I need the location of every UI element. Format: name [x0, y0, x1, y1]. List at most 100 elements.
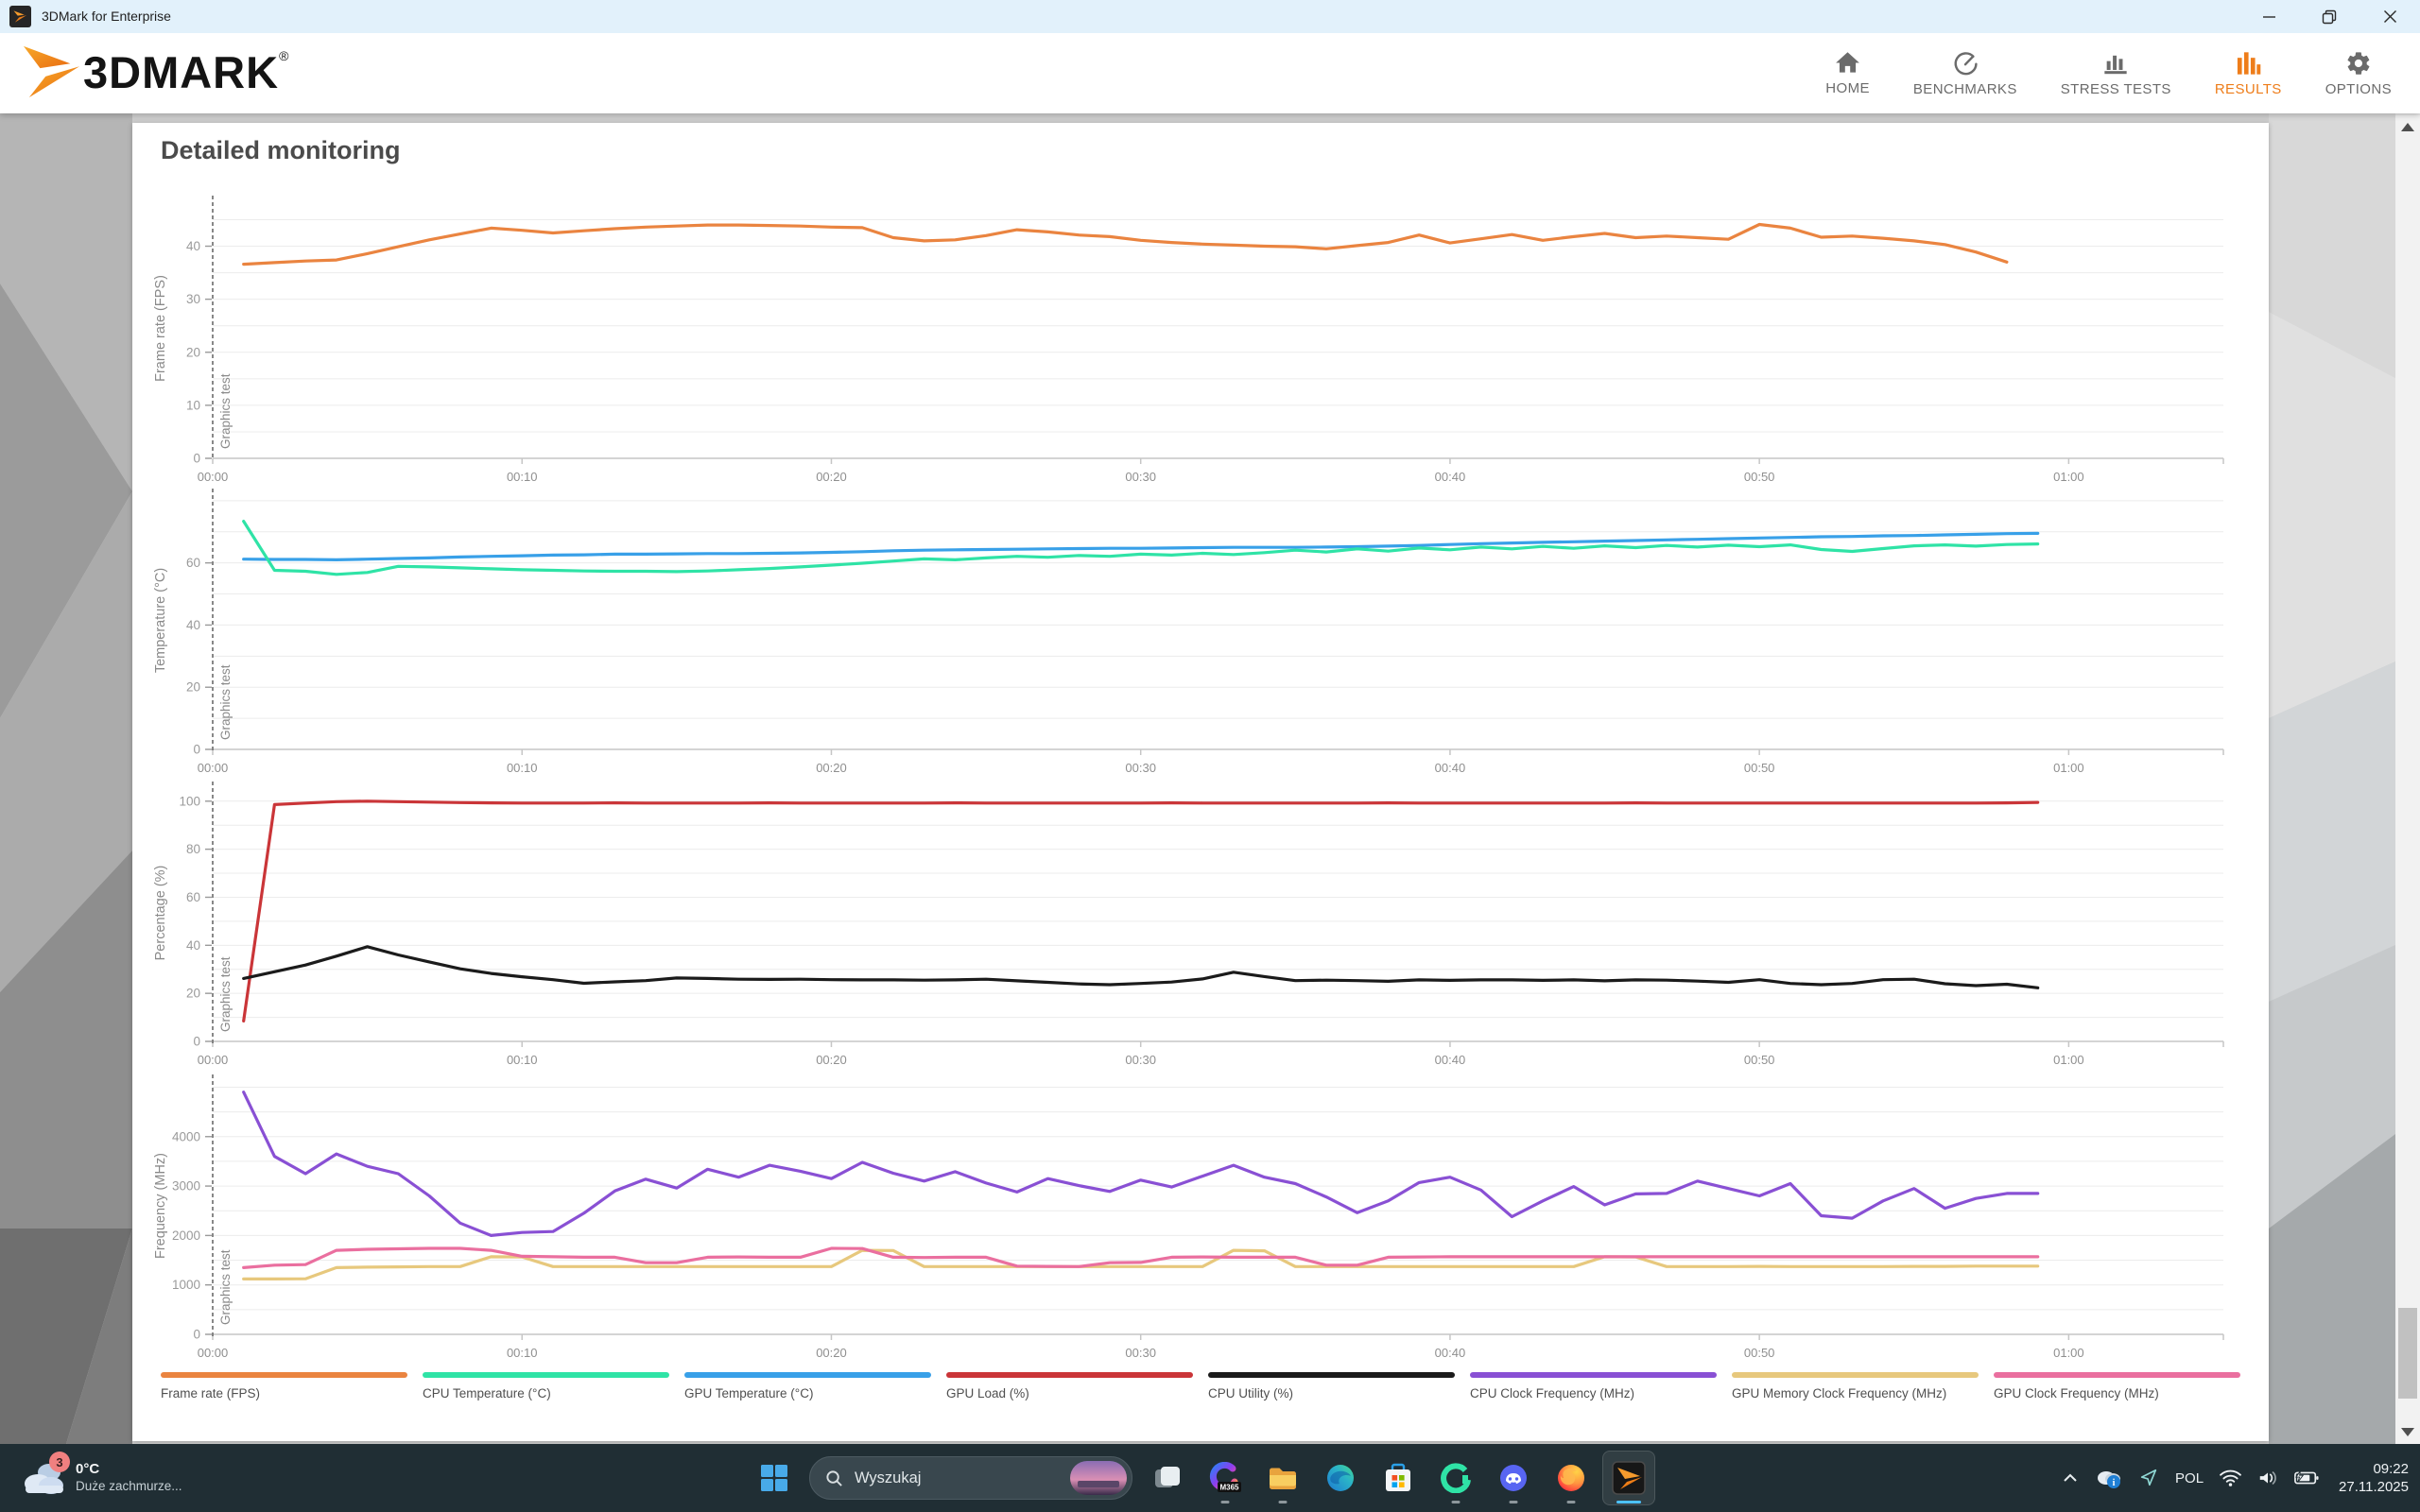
scroll-up-arrow-icon[interactable]: [2401, 123, 2414, 131]
home-icon: [1836, 52, 1859, 73]
3dmark-arrow-icon: [23, 45, 80, 98]
legend-item: GPU Load (%): [946, 1372, 1193, 1400]
bing-daily-image[interactable]: [1070, 1461, 1127, 1495]
close-button[interactable]: [2360, 0, 2420, 33]
copilot-m365-button[interactable]: M365: [1202, 1448, 1248, 1508]
restore-button[interactable]: [2299, 0, 2360, 33]
firefox-icon: [1558, 1465, 1584, 1491]
svg-text:00:00: 00:00: [198, 761, 229, 775]
legend-swatch: [1994, 1372, 2240, 1378]
svg-text:Frequency (MHz): Frequency (MHz): [153, 1153, 168, 1259]
svg-text:0: 0: [193, 1035, 200, 1049]
nav-benchmarks[interactable]: BENCHMARKS: [1913, 50, 2017, 97]
system-tray: i POL 09:22 27.11.2025: [2063, 1444, 2409, 1512]
running-indicator: [1566, 1501, 1576, 1503]
svg-text:40: 40: [186, 618, 200, 632]
legend-swatch: [161, 1372, 407, 1378]
app-header: 3DMARK ® HOME BENCHMARKS STRESS TESTS: [0, 33, 2420, 113]
3dmark-arrow-icon: [13, 10, 27, 23]
g-logo-icon: [1441, 1463, 1471, 1493]
vertical-scrollbar[interactable]: [2395, 115, 2420, 1444]
tray-date: 27.11.2025: [2339, 1479, 2409, 1495]
registered-mark: ®: [279, 48, 289, 63]
location-arrow-icon[interactable]: [2138, 1468, 2159, 1488]
scrollbar-thumb[interactable]: [2398, 1308, 2417, 1399]
edge-button[interactable]: [1318, 1448, 1363, 1508]
search-box[interactable]: Wyszukaj: [809, 1456, 1132, 1500]
svg-text:40: 40: [186, 938, 200, 953]
microsoft-store-icon: [1386, 1463, 1410, 1491]
brand-wordmark: 3DMARK: [83, 47, 280, 97]
window-titlebar: 3DMark for Enterprise: [0, 0, 2420, 33]
legend-item: Frame rate (FPS): [161, 1372, 407, 1400]
svg-text:20: 20: [186, 345, 200, 359]
svg-text:00:30: 00:30: [1125, 470, 1156, 484]
svg-text:00:10: 00:10: [507, 470, 538, 484]
windows-taskbar: 3 0°C Duże zachmurze... Wyszukaj: [0, 1444, 2420, 1512]
onedrive-icon[interactable]: i: [2094, 1467, 2122, 1489]
legend-item: CPU Temperature (°C): [423, 1372, 669, 1400]
svg-text:00:40: 00:40: [1435, 470, 1466, 484]
taskbar-center: Wyszukaj M365: [752, 1444, 1655, 1512]
svg-text:00:20: 00:20: [816, 470, 847, 484]
svg-text:2000: 2000: [172, 1228, 200, 1243]
nav-home[interactable]: HOME: [1825, 50, 1870, 96]
legend-item: GPU Memory Clock Frequency (MHz): [1732, 1372, 1979, 1400]
svg-text:00:10: 00:10: [507, 1346, 538, 1360]
nav-results[interactable]: RESULTS: [2215, 50, 2282, 97]
svg-text:00:40: 00:40: [1435, 1053, 1466, 1067]
scroll-down-arrow-icon[interactable]: [2401, 1428, 2414, 1436]
svg-text:01:00: 01:00: [2053, 1346, 2084, 1360]
svg-text:00:40: 00:40: [1435, 1346, 1466, 1360]
3dmark-logo: 3DMARK ®: [21, 43, 288, 103]
3dmark-taskbar-button[interactable]: [1602, 1448, 1655, 1508]
svg-text:Graphics test: Graphics test: [218, 373, 233, 449]
results-bars-icon: [2238, 51, 2261, 75]
nav-stress-tests[interactable]: STRESS TESTS: [2061, 50, 2171, 97]
svg-text:00:00: 00:00: [198, 1346, 229, 1360]
clock[interactable]: 09:22 27.11.2025: [2339, 1460, 2409, 1497]
discord-button[interactable]: [1491, 1448, 1536, 1508]
legend-swatch: [1732, 1372, 1979, 1378]
gear-icon: [2347, 51, 2370, 75]
microsoft-store-button[interactable]: [1375, 1448, 1421, 1508]
task-view-button[interactable]: [1145, 1448, 1190, 1508]
running-indicator: [1509, 1501, 1518, 1503]
chart-legend: Frame rate (FPS) CPU Temperature (°C) GP…: [161, 1372, 2240, 1400]
svg-text:Graphics test: Graphics test: [218, 956, 233, 1032]
svg-text:00:50: 00:50: [1744, 470, 1775, 484]
weather-temperature: 0°C: [76, 1461, 100, 1478]
svg-text:1000: 1000: [172, 1278, 200, 1292]
svg-text:0: 0: [193, 1328, 200, 1342]
firefox-button[interactable]: [1548, 1448, 1594, 1508]
hidden-icons-chevron-icon[interactable]: [2063, 1472, 2078, 1484]
file-explorer-button[interactable]: [1260, 1448, 1305, 1508]
task-view-icon: [1155, 1467, 1180, 1487]
volume-icon[interactable]: [2257, 1469, 2278, 1487]
legend-item: GPU Temperature (°C): [684, 1372, 931, 1400]
svg-text:4000: 4000: [172, 1129, 200, 1143]
language-indicator[interactable]: POL: [2175, 1469, 2204, 1486]
start-button[interactable]: [752, 1448, 797, 1508]
discord-icon: [1500, 1465, 1527, 1491]
page-title: Detailed monitoring: [161, 136, 401, 164]
nav-options[interactable]: OPTIONS: [2325, 50, 2392, 97]
battery-charging-icon[interactable]: [2294, 1469, 2319, 1486]
svg-text:00:00: 00:00: [198, 1053, 229, 1067]
active-indicator: [1616, 1501, 1641, 1503]
svg-text:100: 100: [179, 794, 200, 808]
legend-swatch: [946, 1372, 1193, 1378]
legend-swatch: [1470, 1372, 1717, 1378]
minimize-button[interactable]: [2238, 0, 2299, 33]
g-hub-button[interactable]: [1433, 1448, 1478, 1508]
running-indicator: [1451, 1501, 1461, 1503]
weather-widget[interactable]: 3 0°C Duże zachmurze...: [11, 1444, 192, 1512]
wifi-icon[interactable]: [2220, 1469, 2241, 1486]
legend-swatch: [684, 1372, 931, 1378]
svg-text:01:00: 01:00: [2053, 1053, 2084, 1067]
svg-text:Graphics test: Graphics test: [218, 1249, 233, 1325]
svg-text:10: 10: [186, 398, 200, 412]
monitoring-charts: 00:00 00:10 00:20 00:30 00:40 00:50 01:00 0 10 20…: [153, 196, 2224, 1360]
svg-text:00:20: 00:20: [816, 761, 847, 775]
svg-text:00:30: 00:30: [1125, 1053, 1156, 1067]
